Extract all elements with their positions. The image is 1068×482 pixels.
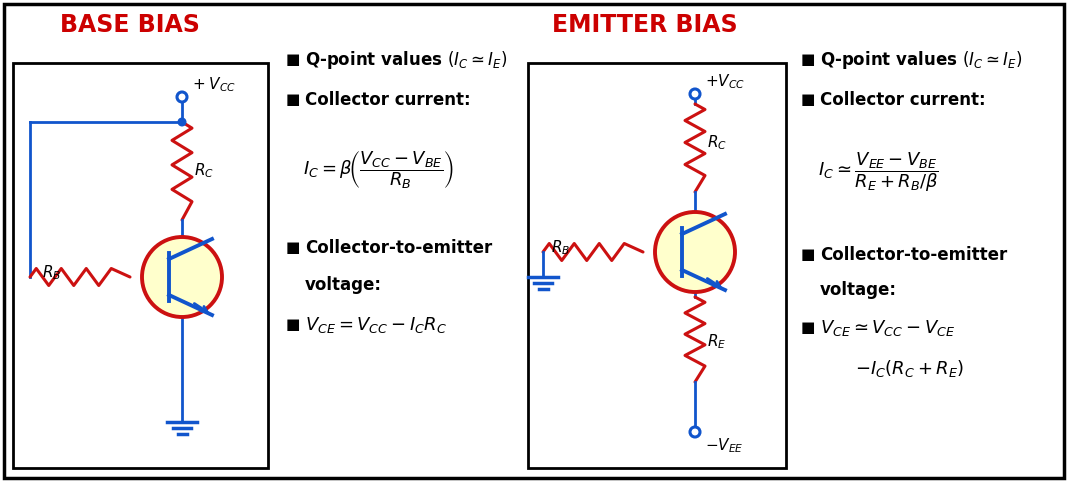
Text: $V_{CE} = V_{CC} - I_C R_C$: $V_{CE} = V_{CC} - I_C R_C$ [305,315,447,335]
Text: voltage:: voltage: [305,276,382,294]
Bar [528,63,786,468]
Bar [13,63,268,468]
Text: $\blacksquare$: $\blacksquare$ [285,317,300,333]
Text: Q-point values $(I_C \simeq I_E)$: Q-point values $(I_C \simeq I_E)$ [820,49,1022,71]
Text: $-V_{EE}$: $-V_{EE}$ [705,437,743,455]
Text: $+\;V_{CC}$: $+\;V_{CC}$ [192,76,236,94]
Text: Q-point values $(I_C \simeq I_E)$: Q-point values $(I_C \simeq I_E)$ [305,49,507,71]
Text: Collector-to-emitter: Collector-to-emitter [820,246,1007,264]
Text: voltage:: voltage: [820,281,897,299]
Text: Collector current:: Collector current: [305,91,471,109]
Text: $V_{CE} \simeq V_{CC} - V_{CE}$: $V_{CE} \simeq V_{CC} - V_{CE}$ [820,318,955,338]
Text: EMITTER BIAS: EMITTER BIAS [552,13,738,37]
Text: $R_C$: $R_C$ [194,161,214,180]
Text: $R_B$: $R_B$ [551,238,570,257]
Text: $\blacksquare$: $\blacksquare$ [800,247,815,263]
Text: $R_E$: $R_E$ [707,333,726,351]
Text: $+V_{CC}$: $+V_{CC}$ [705,73,745,92]
Text: Collector current:: Collector current: [820,91,986,109]
Text: $\blacksquare$: $\blacksquare$ [800,92,815,108]
Circle shape [690,89,700,99]
Circle shape [178,118,186,126]
Circle shape [177,92,187,102]
Text: $\blacksquare$: $\blacksquare$ [285,92,300,108]
Text: $I_C \simeq \dfrac{V_{EE} - V_{BE}}{R_E + R_B/\beta}$: $I_C \simeq \dfrac{V_{EE} - V_{BE}}{R_E … [818,150,939,194]
Text: $\blacksquare$: $\blacksquare$ [800,52,815,68]
Text: $R_C$: $R_C$ [707,134,727,152]
Circle shape [142,237,222,317]
Text: Collector-to-emitter: Collector-to-emitter [305,239,492,257]
Text: $I_C = \beta\!\left(\dfrac{V_{CC} - V_{BE}}{R_B}\right)$: $I_C = \beta\!\left(\dfrac{V_{CC} - V_{B… [303,149,454,191]
Text: $\blacksquare$: $\blacksquare$ [800,320,815,336]
Text: $- I_C(R_C + R_E)$: $- I_C(R_C + R_E)$ [855,358,964,378]
Circle shape [655,212,735,292]
Text: $R_B$: $R_B$ [42,263,61,281]
Text: $\blacksquare$: $\blacksquare$ [285,240,300,256]
Text: BASE BIAS: BASE BIAS [60,13,200,37]
Text: $\blacksquare$: $\blacksquare$ [285,52,300,68]
Circle shape [690,427,700,437]
